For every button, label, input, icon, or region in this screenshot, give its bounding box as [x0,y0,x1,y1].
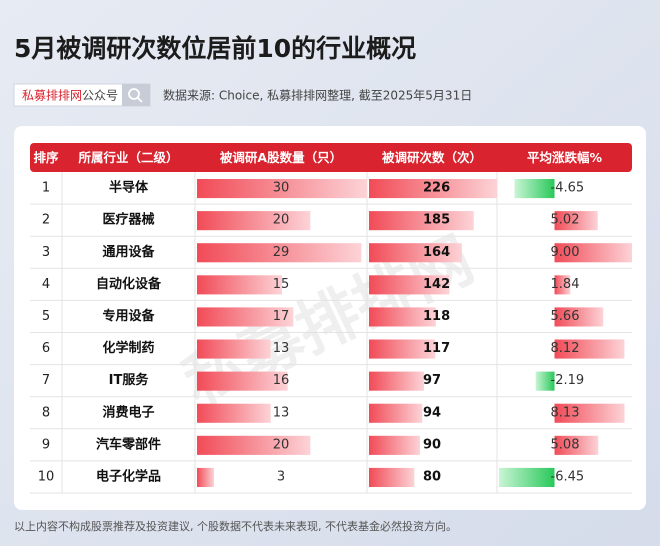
rank: 8 [42,405,50,420]
count: 20 [273,213,290,228]
change: 1.84 [551,277,580,292]
column-header: 排序 [33,150,59,165]
count: 20 [273,437,290,452]
count-bar [197,307,294,327]
column-header: 所属行业（二级） [78,150,178,165]
count-bar [197,435,311,455]
count-bar [197,243,362,263]
industry: 化学制药 [102,340,154,356]
rank: 3 [42,245,50,260]
times: 117 [423,341,450,356]
times-bar [369,307,436,327]
times: 80 [423,469,441,484]
count-bar [197,275,282,295]
rank: 9 [42,437,50,452]
change: 8.13 [551,405,580,420]
change: 5.02 [551,213,580,228]
change: 5.66 [551,309,580,324]
change-bar [554,211,598,231]
times: 185 [423,213,450,228]
rank: 2 [42,213,50,228]
card [14,126,646,510]
count: 13 [273,405,290,420]
industry: 专用设备 [102,308,155,324]
change: 5.08 [551,437,580,452]
count: 3 [277,469,285,484]
rank: 1 [42,181,50,196]
times-bar [369,435,420,455]
column-header: 被调研A股数量（只） [220,150,342,165]
times-bar [369,179,497,199]
change: 9.00 [551,245,580,260]
industry: IT服务 [109,372,150,388]
count-bar [197,403,271,423]
brand-suffix: 公众号 [82,89,118,103]
change: -4.65 [551,181,585,196]
count: 15 [273,277,290,292]
times-bar [369,211,474,231]
times: 164 [423,245,450,260]
industry: 汽车零部件 [96,436,161,452]
industry: 自动化设备 [96,276,162,292]
times: 94 [423,405,441,420]
change-bar [554,275,571,295]
column-header: 被调研次数（次） [382,150,482,165]
times: 97 [423,373,441,388]
search-button[interactable] [122,84,150,106]
count: 17 [273,309,290,324]
industry: 半导体 [109,180,149,196]
times-bar [369,467,415,487]
rank: 10 [38,469,55,484]
count-bar [197,467,214,487]
times: 226 [423,181,450,196]
change: -2.19 [551,373,585,388]
rank: 6 [42,341,50,356]
title: 5月被调研次数位居前10的行业概况 [14,34,416,63]
industry: 电子化学品 [96,468,161,484]
times-bar [369,243,462,263]
times: 142 [423,277,450,292]
change: -6.45 [551,469,585,484]
change-bar [554,339,625,359]
rank: 7 [42,373,50,388]
industry: 通用设备 [102,244,155,260]
count: 13 [273,341,290,356]
change-bar [499,467,555,487]
count-bar [197,179,367,199]
source: 数据来源: Choice, 私募排排网整理, 截至2025年5月31日 [163,88,472,103]
brand: 私募排排网 [22,89,82,103]
times: 90 [423,437,441,452]
count-bar [197,211,311,231]
change-bar [554,435,599,455]
change-bar [535,371,555,391]
change: 8.12 [551,341,580,356]
rank: 4 [42,277,50,292]
count: 30 [273,181,290,196]
search-icon [137,97,143,103]
times-bar [369,339,436,359]
search-icon [128,88,140,100]
footer: 以上内容不构成股票推荐及投资建议, 个股数据不代表未来表现, 不代表基金必然投资… [14,519,457,533]
industry: 医疗器械 [102,212,154,228]
industry: 消费电子 [102,404,154,420]
column-header: 平均涨跌幅% [527,150,603,165]
count: 16 [273,373,290,388]
header-row [30,143,632,172]
times-bar [369,403,423,423]
times-bar [369,371,424,391]
change-bar [554,307,604,327]
count-bar [197,339,271,359]
change-bar [514,179,555,199]
change-bar [554,403,625,423]
rank: 5 [42,309,50,324]
count: 29 [273,245,290,260]
times-bar [369,275,450,295]
times: 118 [423,309,450,324]
count-bar [197,371,288,391]
change-bar [554,243,632,263]
